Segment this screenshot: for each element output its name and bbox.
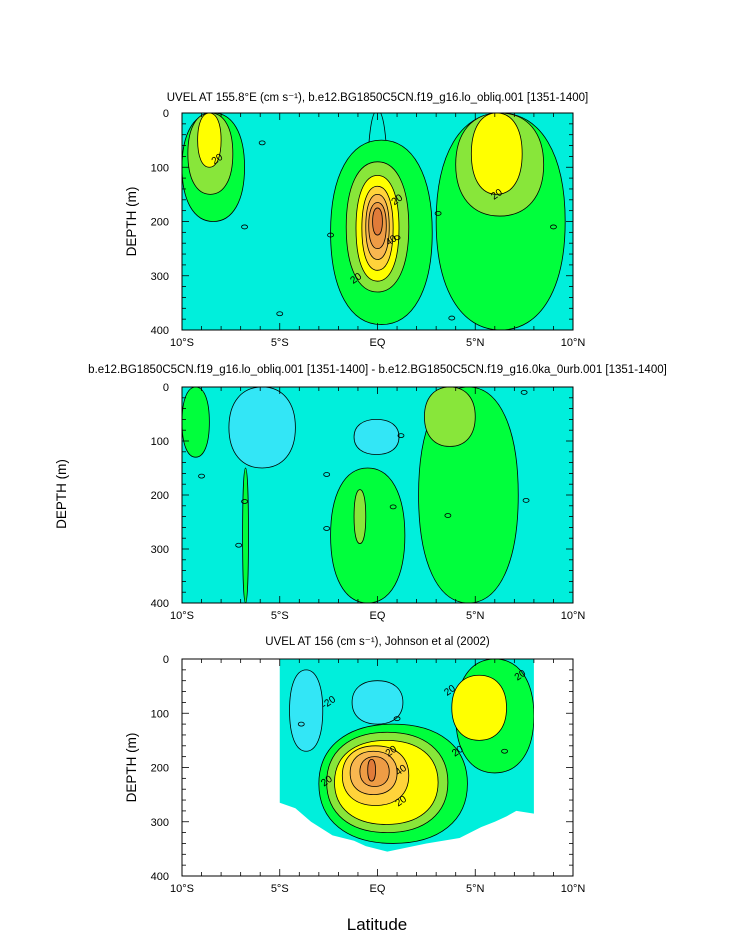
y-axis-label: DEPTH (m) (124, 187, 139, 257)
x-tick-label: 10°S (170, 883, 194, 895)
y-tick-label: 100 (151, 708, 169, 720)
panel-title: UVEL AT 155.8°E (cm s⁻¹), b.e12.BG1850C5… (167, 92, 589, 104)
contour-field (182, 387, 573, 603)
x-tick-label: 10°S (170, 337, 194, 349)
contour-region-light_cyan (289, 669, 324, 752)
y-tick-label: 100 (151, 436, 169, 448)
panel-title: UVEL AT 156 (cm s⁻¹), Johnson et al (200… (265, 636, 490, 648)
contour-zero-marker (241, 499, 248, 504)
contour-zero-marker (501, 748, 508, 754)
panel-2: 10°S 5°S EQ 5°N 10°N 0 100 200 300 400 b.e12.BG185… (88, 364, 667, 622)
y-tick-label: 400 (151, 598, 169, 610)
x-tick-label: 10°S (170, 610, 194, 622)
y-axis-label: DEPTH (m) (124, 733, 139, 803)
y-tick-label: 200 (151, 217, 169, 229)
contour-zero-marker (434, 210, 442, 216)
contour-zero-marker (393, 716, 401, 722)
contour-zero-marker (389, 504, 397, 510)
y-tick-label: 200 (151, 490, 169, 502)
x-tick-label: EQ (370, 337, 386, 349)
y-tick-label: 200 (151, 763, 169, 775)
y-tick-label: 300 (151, 544, 169, 556)
y-tick-label: 0 (163, 382, 169, 394)
x-tick-label: 10°N (561, 337, 586, 349)
x-tick-label: 5°S (271, 337, 289, 349)
contour-zero-marker (198, 473, 205, 479)
contour-region-dark_orange (372, 207, 383, 236)
contour-region-light_cyan (353, 418, 400, 455)
x-tick-label: 5°N (466, 337, 485, 349)
contour-region-light_cyan (228, 387, 296, 469)
contour-zero-marker (323, 472, 331, 477)
contour-region-light_cyan (351, 680, 404, 725)
contour-zero-marker (258, 140, 266, 146)
y-tick-label: 400 (151, 325, 169, 337)
contour-zero-marker (241, 224, 248, 230)
contour-region-light_green (424, 387, 476, 447)
x-axis-label: Latitude (347, 915, 408, 934)
contour-region-yellow (470, 113, 523, 195)
contour-zero-marker (522, 497, 530, 503)
contour-zero-marker (297, 721, 305, 727)
contour-zero-marker (276, 311, 284, 317)
contour-region-yellow (451, 674, 507, 741)
contour-zero-marker (393, 235, 401, 241)
contour-zero-marker (323, 526, 331, 531)
x-tick-label: EQ (370, 610, 386, 622)
contour-region-green (242, 467, 249, 603)
contour-region-yellow (197, 113, 222, 168)
panel-title: b.e12.BG1850C5CN.f19_g16.lo_obliq.001 [1… (88, 364, 667, 376)
contour-zero-marker (397, 433, 405, 439)
y-tick-label: 0 (163, 108, 169, 120)
x-tick-label: 5°N (466, 883, 485, 895)
x-tick-label: 10°N (561, 610, 586, 622)
contour-zero-marker (327, 232, 334, 238)
contour-region-dark_orange (367, 758, 376, 782)
contour-zero-marker (550, 224, 557, 230)
x-tick-label: 5°S (271, 610, 289, 622)
x-tick-label: 10°N (561, 883, 586, 895)
contour-zero-marker (448, 315, 456, 321)
contour-region-green (182, 387, 210, 458)
y-tick-label: 300 (151, 817, 169, 829)
y-tick-label: 0 (163, 654, 169, 666)
x-tick-label: 5°N (466, 610, 485, 622)
y-tick-label: 400 (151, 871, 169, 883)
contour-zero-marker (444, 513, 452, 518)
y-tick-label: 300 (151, 271, 169, 283)
contour-region-green (330, 467, 406, 603)
contour-zero-marker (520, 389, 528, 395)
middle-panel-y-label: DEPTH (m) (54, 459, 69, 529)
contour-region-light_green (353, 489, 367, 545)
contour-zero-marker (235, 542, 243, 548)
y-tick-label: 100 (151, 162, 169, 174)
x-tick-label: 5°S (271, 883, 289, 895)
x-tick-label: EQ (370, 883, 386, 895)
